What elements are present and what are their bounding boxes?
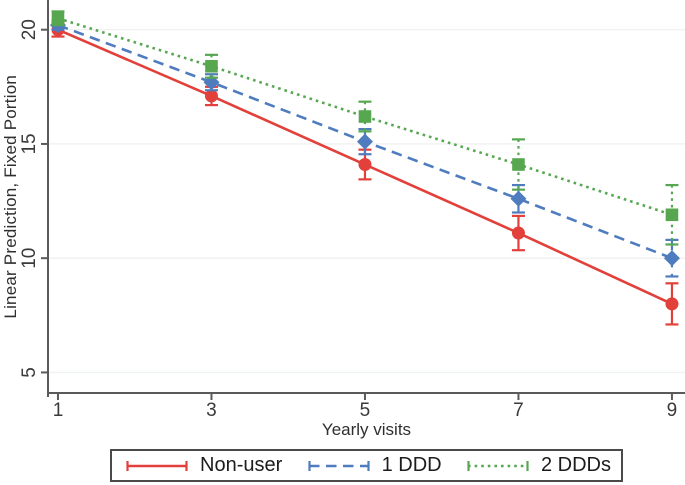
x-tick-label: 5 — [360, 400, 371, 421]
series-non-user — [51, 21, 679, 326]
series-1-ddd — [49, 17, 680, 278]
legend-label-non-user: Non-user — [200, 454, 283, 476]
gridlines — [48, 29, 685, 374]
y-tick-label: 15 — [19, 133, 40, 154]
y-axis-label: Linear Prediction, Fixed Portion — [0, 0, 22, 393]
y-tick-label: 5 — [19, 367, 40, 378]
x-tick-label: 1 — [53, 400, 64, 421]
legend-label-2ddds: 2 DDDs — [540, 454, 611, 476]
x-tick-label: 7 — [513, 400, 524, 421]
axes — [47, 0, 685, 397]
legend-entry-non-user: Non-user — [122, 454, 282, 477]
x-tick-label: 9 — [667, 400, 678, 421]
legend-line-sample-2ddds — [467, 460, 529, 471]
y-axis-label-text: Linear Prediction, Fixed Portion — [1, 74, 20, 319]
y-tick-label: 20 — [19, 19, 40, 40]
legend: Non-user 1 DDD 2 DDDs — [110, 449, 623, 482]
series-2-ddds — [51, 10, 679, 246]
y-tick-label: 10 — [19, 248, 40, 269]
tick-marks-and-labels: 5 10 15 20 1 3 5 7 9 — [19, 19, 677, 421]
legend-line-sample-1ddd — [308, 460, 370, 471]
legend-entry-1ddd: 1 DDD — [304, 454, 442, 477]
legend-line-sample-non-user — [126, 460, 188, 471]
legend-entry-2ddds: 2 DDDs — [463, 454, 611, 477]
x-tick-label: 3 — [206, 400, 217, 421]
legend-label-1ddd: 1 DDD — [381, 454, 442, 476]
x-axis-label: Yearly visits — [321, 420, 412, 439]
plot-area: 5 10 15 20 1 3 5 7 9 — [19, 0, 685, 421]
